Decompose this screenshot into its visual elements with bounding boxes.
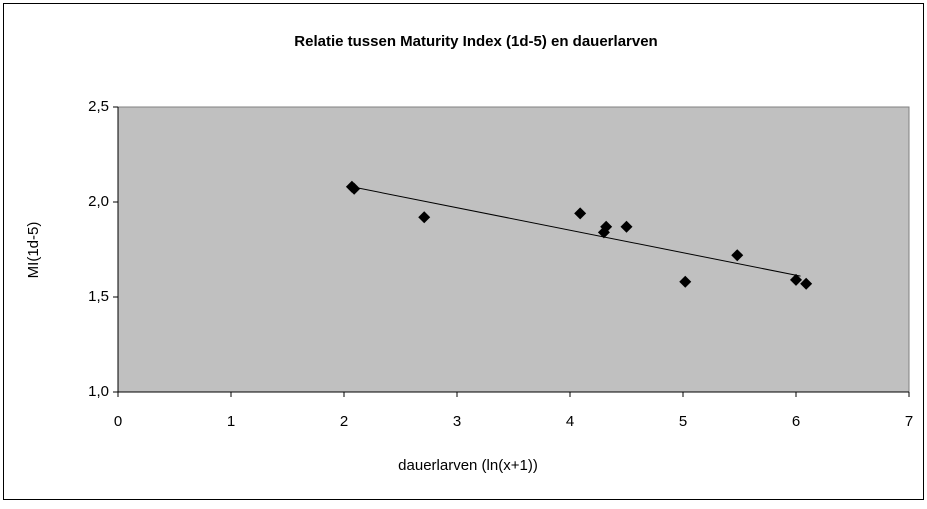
scatter-point	[348, 182, 361, 195]
scatter-point	[790, 273, 802, 286]
trendline	[351, 186, 801, 277]
scatter-point	[800, 277, 813, 290]
scatter-point	[418, 211, 431, 224]
x-tick-label: 3	[453, 413, 461, 430]
scatter-point	[620, 220, 633, 233]
x-tick-label: 1	[227, 413, 235, 430]
x-tick-label: 7	[905, 413, 913, 430]
x-tick-label: 4	[566, 413, 574, 430]
scatter-point	[574, 207, 587, 220]
scatter-point	[731, 249, 744, 262]
y-tick-label: 1,5	[88, 288, 109, 305]
x-axis-label: dauerlarven (ln(x+1))	[398, 457, 538, 474]
y-tick-label: 1,0	[88, 383, 109, 400]
x-tick-label: 6	[792, 413, 800, 430]
plot-area	[117, 106, 910, 393]
y-tick-label: 2,5	[88, 98, 109, 115]
y-axis-label: MI(1d-5)	[25, 222, 42, 279]
x-tick-label: 0	[114, 413, 122, 430]
x-tick-label: 2	[340, 413, 348, 430]
chart-title: Relatie tussen Maturity Index (1d-5) en …	[294, 33, 657, 50]
x-tick-label: 5	[679, 413, 687, 430]
y-tick-label: 2,0	[88, 193, 109, 210]
scatter-point	[679, 275, 692, 288]
scatter-point	[600, 220, 613, 233]
